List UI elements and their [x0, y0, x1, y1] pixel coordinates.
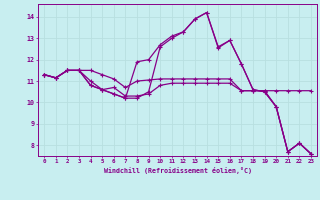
- X-axis label: Windchill (Refroidissement éolien,°C): Windchill (Refroidissement éolien,°C): [104, 167, 252, 174]
